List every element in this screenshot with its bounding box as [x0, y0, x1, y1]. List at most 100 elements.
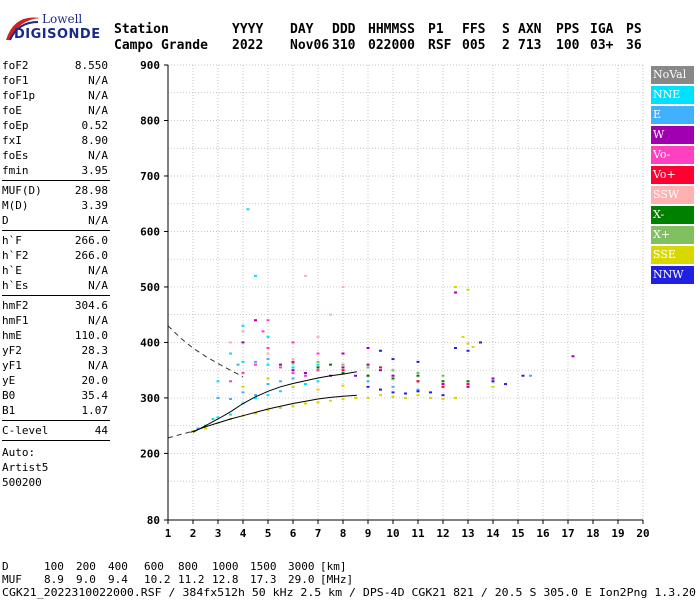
echo-point [366, 363, 370, 366]
param-key: yF1 [2, 359, 22, 372]
auto-scaling-text: 500200 [2, 476, 42, 489]
echo-point [246, 208, 250, 211]
echo-point [491, 380, 495, 383]
legend-entry: X- [651, 206, 694, 224]
echo-point [379, 394, 382, 397]
echo-point [466, 288, 470, 291]
param-value: N/A [88, 279, 108, 292]
param-key: foF1 [2, 74, 29, 87]
x-tick-label: 3 [215, 527, 222, 540]
echo-point [491, 377, 495, 380]
footer-muf-value: 9.0 [76, 573, 96, 586]
echo-point [316, 363, 320, 366]
echo-point [291, 405, 295, 408]
echo-point [266, 352, 270, 355]
footer-d-label: D [2, 560, 9, 573]
param-value: N/A [88, 264, 108, 277]
footer-d-value: [km] [320, 560, 347, 573]
footer-d-value: 200 [76, 560, 96, 573]
param-row: foF1p N/A [2, 88, 110, 103]
param-value: 35.4 [81, 389, 109, 402]
param-separator [2, 230, 110, 231]
plot-grid [167, 64, 644, 520]
echo-point [466, 385, 470, 388]
echo-point [291, 369, 295, 372]
echo-point [316, 366, 320, 369]
echo-point [329, 399, 332, 402]
y-tick-label: 200 [140, 447, 160, 460]
param-key: h`E [2, 264, 22, 277]
header-label: P1 [428, 22, 444, 37]
legend-entry: NoVal [651, 66, 694, 84]
echo-point [266, 377, 270, 380]
echo-point [266, 335, 270, 338]
param-row: yE 20.0 [2, 373, 110, 388]
param-row: MUF(D) 28.98 [2, 183, 110, 198]
echo-point [229, 352, 232, 355]
echo-point [466, 342, 470, 345]
echo-point [341, 366, 345, 369]
header-value: 310 [332, 38, 356, 53]
header-label: PPS [556, 22, 580, 37]
echo-point [304, 383, 307, 386]
echo-point [266, 319, 270, 322]
param-value: 28.3 [81, 344, 109, 357]
echo-point [341, 369, 345, 372]
header-value: Nov06 [290, 38, 329, 53]
echo-point [304, 402, 307, 405]
echo-point [316, 380, 320, 383]
echo-point [366, 396, 370, 399]
footer-muf-value: 11.2 [178, 573, 205, 586]
param-row: h`E N/A [2, 263, 110, 278]
echo-point [416, 380, 420, 383]
echo-point [329, 363, 332, 366]
echo-point [454, 346, 457, 349]
x-tick-label: 4 [240, 527, 247, 540]
footer-muf-label: MUF [2, 573, 22, 586]
y-tick-label: 80 [147, 514, 160, 527]
echo-point [266, 346, 270, 349]
echo-point [466, 383, 470, 386]
echo-point [196, 427, 200, 430]
echo-point [341, 285, 345, 288]
echo-point [266, 394, 270, 397]
param-separator [2, 295, 110, 296]
echo-point [241, 391, 245, 394]
echo-point [236, 363, 240, 366]
header-value: 03+ [590, 38, 614, 53]
legend-entry: NNE [651, 86, 694, 104]
y-tick-label: 600 [140, 225, 160, 238]
echo-point [329, 313, 332, 316]
echo-point [211, 418, 215, 421]
param-row: h`F 266.0 [2, 233, 110, 248]
param-row-clevel: C-level 44 [2, 423, 110, 438]
param-row: foEp 0.52 [2, 118, 110, 133]
echo-point [366, 380, 370, 383]
echo-point [254, 360, 257, 363]
echo-point [291, 358, 295, 361]
param-key: fmin [2, 164, 29, 177]
auto-scaling-text: Artist5 [2, 461, 49, 474]
echo-point [391, 385, 395, 388]
parameter-panel: foF2 8.550 foF1 N/A foF1p N/A foE N/A foEp 0.52 fx… [2, 58, 110, 490]
legend-entry: SSW [651, 186, 694, 204]
param-row: h`Es N/A [2, 278, 110, 293]
echo-point [254, 319, 257, 322]
echo-point [471, 345, 475, 348]
param-key: yF2 [2, 344, 22, 357]
param-value: 8.550 [74, 59, 108, 72]
echo-point [291, 377, 295, 380]
echo-point [316, 401, 320, 404]
y-tick-label: 700 [140, 170, 160, 183]
param-row: fmin 3.95 [2, 163, 110, 178]
echo-point [254, 412, 257, 415]
param-value: 3.39 [81, 199, 109, 212]
echo-point [341, 371, 345, 374]
param-separator [2, 440, 110, 441]
x-tick-label: 16 [536, 527, 550, 540]
x-tick-label: 7 [315, 527, 322, 540]
footer-d-value: 800 [178, 560, 198, 573]
echo-point [341, 384, 345, 387]
footer-d-value: 100 [44, 560, 64, 573]
